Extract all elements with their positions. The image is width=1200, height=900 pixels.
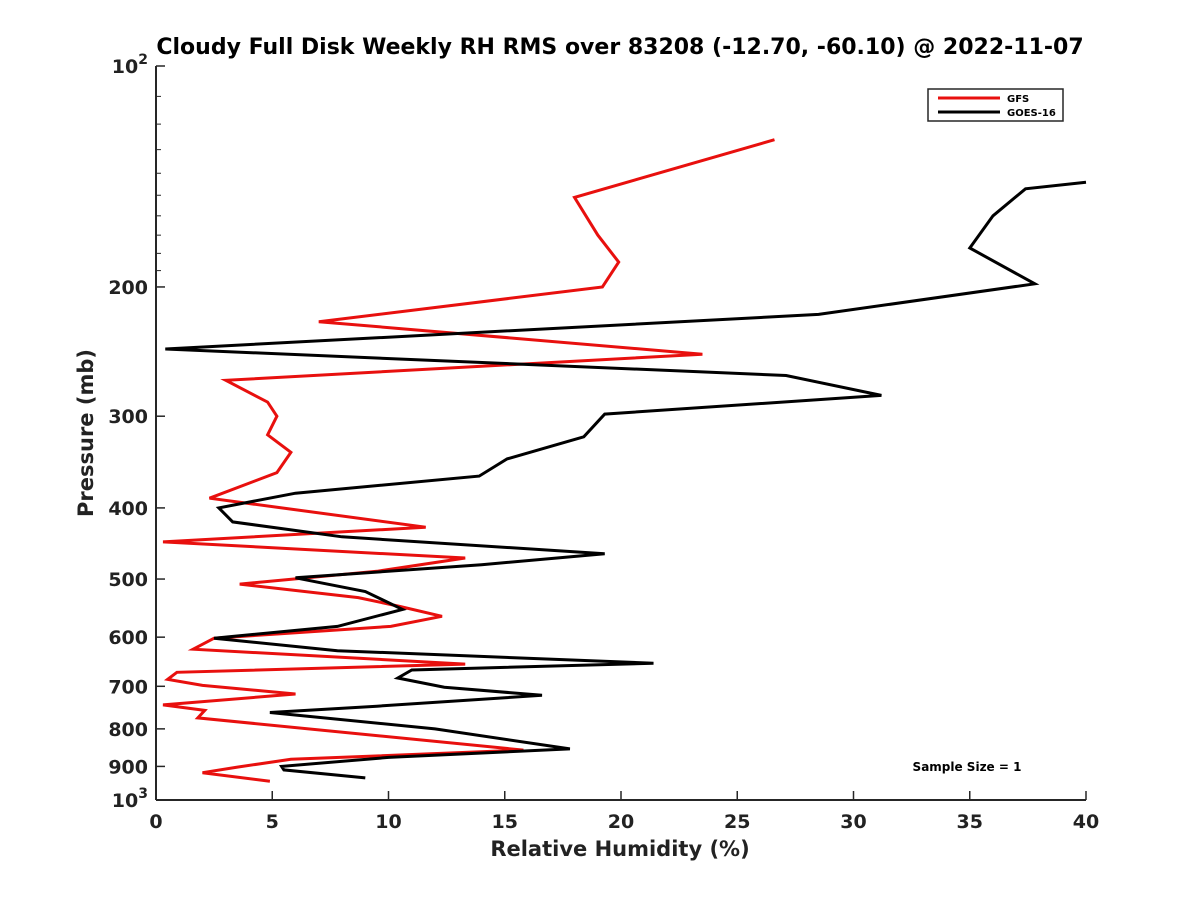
y-tick-label: 500 <box>108 569 148 591</box>
legend-label-gfs: GFS <box>1007 94 1029 105</box>
x-tick-label: 10 <box>375 811 401 833</box>
x-tick-label: 35 <box>957 811 983 833</box>
x-tick-label: 25 <box>724 811 750 833</box>
y-axis-label: Pressure (mb) <box>74 349 98 517</box>
y-tick-label: 200 <box>108 277 148 299</box>
y-tick-label: 800 <box>108 719 148 741</box>
legend: GFS GOES-16 <box>927 88 1064 122</box>
y-tick-label: 600 <box>108 627 148 649</box>
x-tick-label: 40 <box>1073 811 1099 833</box>
legend-box <box>927 88 1064 122</box>
legend-label-goes-16: GOES-16 <box>1007 108 1056 119</box>
series-line-gfs <box>162 138 775 783</box>
x-tick-label: 15 <box>492 811 518 833</box>
chart-title: Cloudy Full Disk Weekly RH RMS over 8320… <box>156 35 1083 60</box>
x-tick-label: 20 <box>608 811 634 833</box>
y-tick-label: 300 <box>108 406 148 428</box>
x-axis-label: Relative Humidity (%) <box>490 837 749 861</box>
sample-size-annotation: Sample Size = 1 <box>913 760 1022 774</box>
plot-area <box>162 138 1087 783</box>
x-tick-label: 0 <box>149 811 162 833</box>
x-tick-label: 30 <box>840 811 866 833</box>
y-tick-label: 103 <box>112 786 148 812</box>
y-tick-label: 700 <box>108 676 148 698</box>
y-tick-label: 102 <box>112 52 148 78</box>
x-tick-label: 5 <box>266 811 279 833</box>
y-tick-label: 900 <box>108 756 148 778</box>
series-line-goes-16 <box>165 180 1087 780</box>
axes: 0 5 10 15 20 25 30 35 40 102 200 300 400 500 600 700 800… <box>108 52 1099 833</box>
y-tick-label: 400 <box>108 498 148 520</box>
